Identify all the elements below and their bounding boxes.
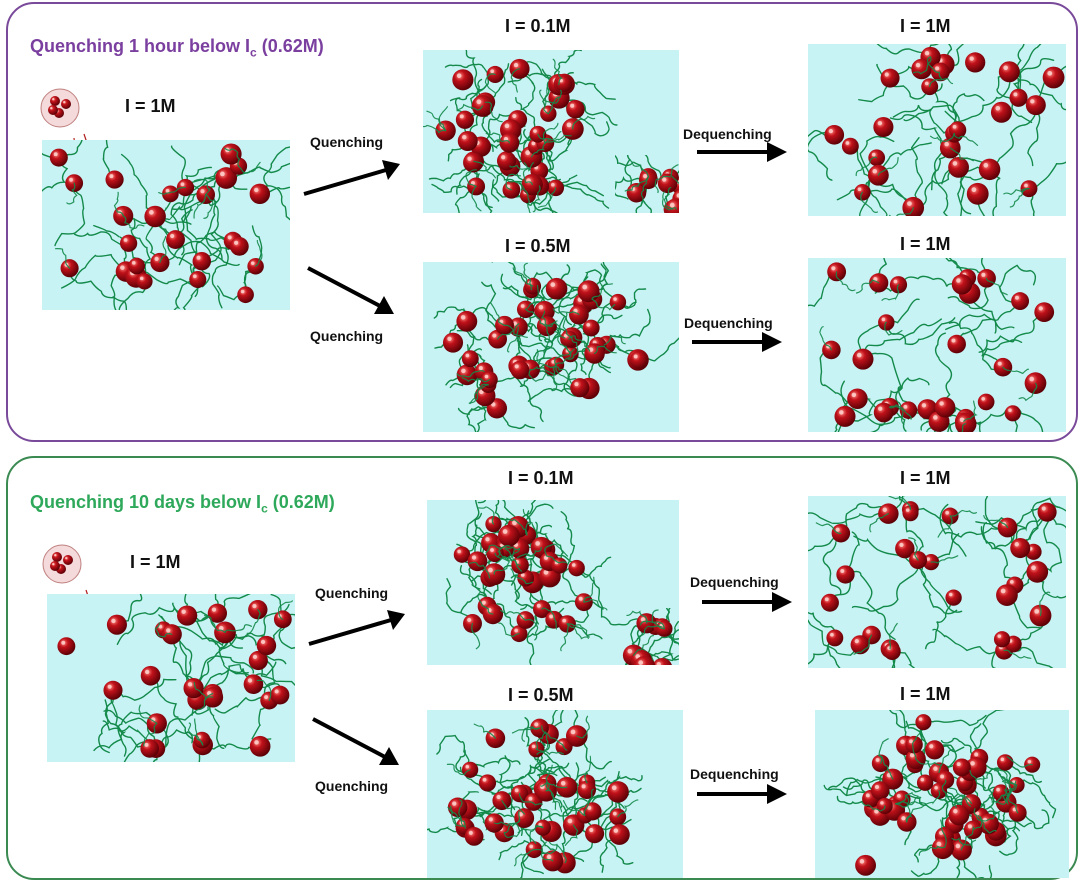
panel-quench-10-days: Quenching 10 days below Ic (0.62M) bbox=[6, 456, 1078, 880]
quenching-arrow-top bbox=[303, 160, 400, 196]
dequenching-step-label: Dequenching bbox=[690, 574, 779, 590]
redispersed-state bbox=[808, 44, 1066, 216]
initial-dispersed-state bbox=[47, 594, 295, 762]
adjacent-aggregate-fragment bbox=[615, 155, 679, 213]
dequenching-arrow-bottom bbox=[697, 784, 787, 804]
magnifier-lens-icon bbox=[42, 544, 82, 584]
dequenching-step-label: Dequenching bbox=[690, 766, 779, 782]
recovered-ionic-strength-label: I = 1M bbox=[900, 234, 951, 254]
collapsed-aggregate-state bbox=[427, 500, 679, 665]
initial-ionic-strength-label: I = 1M bbox=[130, 552, 181, 572]
quenching-arrow-bottom bbox=[307, 266, 394, 314]
redispersed-state bbox=[808, 258, 1066, 432]
intermediate-ionic-strength-label: I = 0.5M bbox=[508, 685, 574, 705]
recovered-ionic-strength-label: I = 1M bbox=[900, 468, 951, 488]
recovered-ionic-strength-label: I = 1M bbox=[900, 684, 951, 704]
low-ionic-strength-label: I = 0.1M bbox=[508, 468, 574, 488]
partially-redispersed-state bbox=[815, 710, 1069, 878]
redispersed-state bbox=[808, 496, 1066, 668]
intermediate-ionic-strength-label: I = 0.5M bbox=[505, 236, 571, 256]
quenching-step-label: Quenching bbox=[315, 778, 389, 794]
low-ionic-strength-label: I = 0.1M bbox=[505, 16, 571, 36]
initial-ionic-strength-label: I = 1M bbox=[125, 96, 176, 116]
recovered-ionic-strength-label: I = 1M bbox=[900, 16, 951, 36]
adjacent-aggregate-fragment bbox=[618, 608, 679, 665]
quenching-arrow-top bbox=[308, 610, 405, 646]
panel-title: Quenching 10 days below Ic (0.62M) bbox=[30, 492, 335, 516]
partially-collapsed-state bbox=[423, 262, 679, 432]
magnifier-lens-icon bbox=[40, 88, 80, 128]
dequenching-arrow-top bbox=[702, 592, 792, 612]
dequenching-arrow-bottom bbox=[692, 332, 782, 352]
quenching-step-label: Quenching bbox=[310, 328, 384, 344]
panel-title: Quenching 1 hour below Ic (0.62M) bbox=[30, 36, 324, 60]
dequenching-arrow-top bbox=[697, 142, 787, 162]
quenching-arrow-bottom bbox=[312, 717, 399, 765]
panel-quench-1-hour: Quenching 1 hour below Ic (0.62M) bbox=[6, 2, 1078, 442]
initial-dispersed-state bbox=[42, 140, 290, 310]
dequenching-step-label: Dequenching bbox=[683, 126, 772, 142]
dequenching-step-label: Dequenching bbox=[684, 315, 773, 331]
quenching-step-label: Quenching bbox=[315, 585, 389, 601]
partially-collapsed-state bbox=[427, 710, 683, 878]
quenching-step-label: Quenching bbox=[310, 134, 384, 150]
